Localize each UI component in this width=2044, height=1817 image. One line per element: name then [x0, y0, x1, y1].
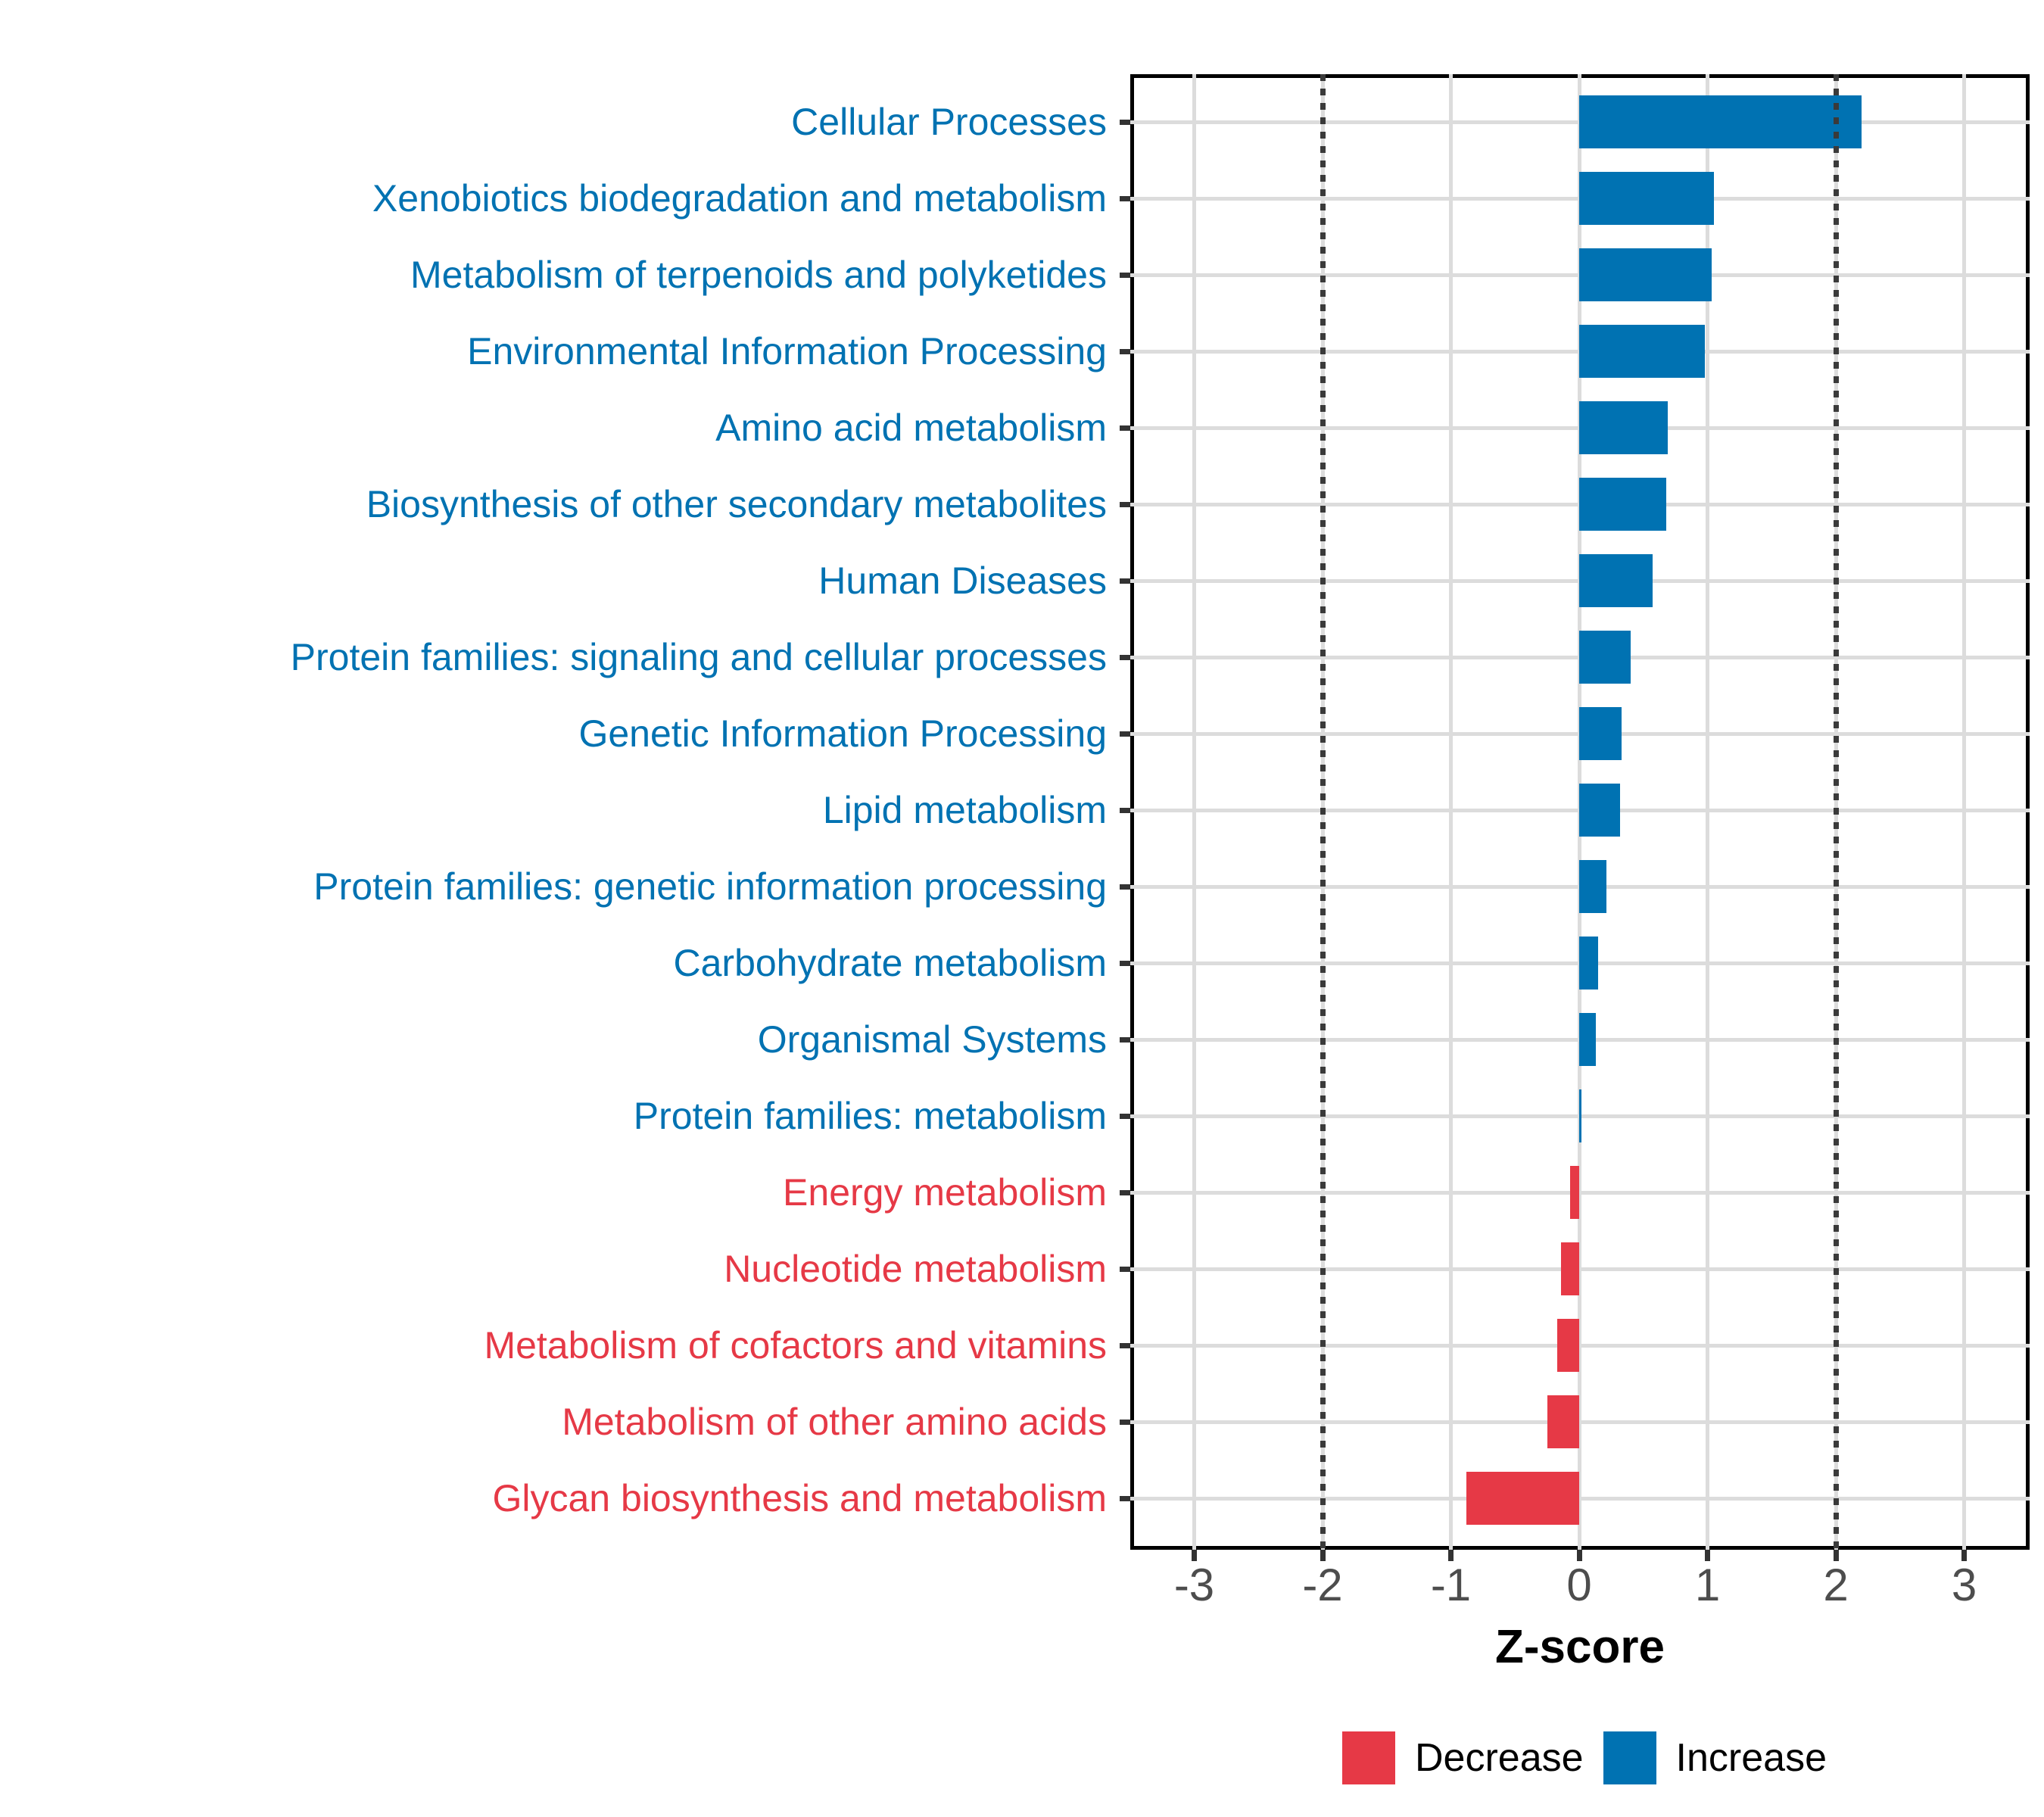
- legend: Decrease Increase: [1130, 1728, 2039, 1788]
- bar-protein-families-signaling-and-cellular-processes: [1579, 631, 1631, 684]
- category-label: Nucleotide metabolism: [724, 1248, 1107, 1290]
- bar-genetic-information-processing: [1579, 707, 1622, 760]
- bar-xenobiotics-biodegradation-and-metabolism: [1579, 172, 1714, 225]
- y-tick: [1120, 348, 1130, 354]
- bar-metabolism-of-other-amino-acids: [1547, 1395, 1579, 1448]
- bar-lipid-metabolism: [1579, 784, 1621, 837]
- y-tick: [1120, 425, 1130, 431]
- category-label: Amino acid metabolism: [715, 407, 1107, 449]
- bar-metabolism-of-cofactors-and-vitamins: [1557, 1319, 1579, 1372]
- x-tick-label: 0: [1566, 1560, 1592, 1610]
- reference-line-dotted: [1833, 74, 1839, 1550]
- y-tick: [1120, 1266, 1130, 1272]
- legend-label-decrease: Decrease: [1414, 1736, 1584, 1780]
- y-tick: [1120, 272, 1130, 278]
- x-grid-line: [1706, 74, 1709, 1550]
- bar-human-diseases: [1579, 554, 1653, 607]
- category-label: Protein families: signaling and cellular…: [290, 636, 1107, 678]
- bar-environmental-information-processing: [1579, 325, 1706, 378]
- category-label: Lipid metabolism: [822, 789, 1107, 831]
- x-tick-label: -1: [1430, 1560, 1472, 1610]
- x-grid-line: [1449, 74, 1453, 1550]
- legend-swatch-decrease-icon: [1341, 1731, 1395, 1784]
- y-tick: [1120, 1419, 1130, 1425]
- y-tick: [1120, 1495, 1130, 1501]
- legend-label-increase: Increase: [1675, 1736, 1827, 1780]
- bar-glycan-biosynthesis-and-metabolism: [1466, 1472, 1579, 1525]
- category-label: Energy metabolism: [783, 1171, 1107, 1214]
- category-label: Organismal Systems: [757, 1018, 1107, 1061]
- bar-organismal-systems: [1579, 1013, 1597, 1066]
- x-tick: [1320, 1550, 1326, 1561]
- bar-protein-families-genetic-information-processing: [1579, 860, 1606, 913]
- plot-panel: [1130, 74, 2030, 1550]
- bar-carbohydrate-metabolism: [1579, 937, 1599, 990]
- x-tick-label: -3: [1173, 1560, 1215, 1610]
- x-tick-label: 2: [1823, 1560, 1849, 1610]
- y-tick: [1120, 1342, 1130, 1348]
- x-tick: [1961, 1550, 1967, 1561]
- y-tick: [1120, 807, 1130, 813]
- category-label: Metabolism of other amino acids: [562, 1401, 1107, 1443]
- category-label: Glycan biosynthesis and metabolism: [492, 1477, 1108, 1519]
- bar-cellular-processes: [1579, 95, 1862, 148]
- x-tick-label: 3: [1951, 1560, 1977, 1610]
- x-grid-line: [1962, 74, 1966, 1550]
- category-label: Carbohydrate metabolism: [673, 942, 1108, 984]
- x-axis-title: Z-score: [1495, 1621, 1665, 1673]
- y-tick: [1120, 654, 1130, 660]
- x-tick: [1576, 1550, 1582, 1561]
- category-label: Xenobiotics biodegradation and metabolis…: [372, 177, 1107, 220]
- y-tick: [1120, 195, 1130, 201]
- y-tick: [1120, 1113, 1130, 1119]
- x-tick: [1705, 1550, 1710, 1561]
- x-tick: [1192, 1550, 1197, 1561]
- x-tick-label: 1: [1694, 1560, 1721, 1610]
- x-tick-label: -2: [1302, 1560, 1343, 1610]
- y-tick: [1120, 119, 1130, 125]
- y-tick: [1120, 501, 1130, 507]
- category-label: Human Diseases: [818, 559, 1107, 602]
- reference-line-dotted: [1320, 74, 1326, 1550]
- legend-item-decrease: Decrease: [1341, 1731, 1584, 1784]
- category-label: Metabolism of cofactors and vitamins: [484, 1324, 1107, 1367]
- bar-metabolism-of-terpenoids-and-polyketides: [1579, 248, 1712, 301]
- legend-swatch-increase-icon: [1603, 1731, 1656, 1784]
- x-tick: [1833, 1550, 1839, 1561]
- plot-area: [1130, 74, 2030, 1550]
- y-tick: [1120, 578, 1130, 584]
- bar-amino-acid-metabolism: [1579, 401, 1668, 454]
- legend-item-increase: Increase: [1603, 1731, 1827, 1784]
- bar-biosynthesis-of-other-secondary-metabolites: [1579, 478, 1667, 531]
- category-label: Protein families: metabolism: [633, 1095, 1107, 1137]
- y-tick: [1120, 884, 1130, 890]
- y-tick: [1120, 1189, 1130, 1195]
- bar-energy-metabolism: [1570, 1166, 1579, 1219]
- bar-protein-families-metabolism: [1579, 1089, 1582, 1142]
- category-label: Biosynthesis of other secondary metaboli…: [366, 483, 1107, 525]
- y-tick: [1120, 1036, 1130, 1043]
- y-tick: [1120, 960, 1130, 966]
- x-grid-line: [1192, 74, 1196, 1550]
- y-tick: [1120, 731, 1130, 737]
- category-label: Protein families: genetic information pr…: [313, 865, 1107, 908]
- category-label: Metabolism of terpenoids and polyketides: [410, 254, 1107, 296]
- category-label: Genetic Information Processing: [578, 712, 1107, 755]
- category-label: Environmental Information Processing: [467, 330, 1107, 372]
- category-label: Cellular Processes: [791, 101, 1107, 143]
- bar-nucleotide-metabolism: [1561, 1242, 1579, 1295]
- x-tick: [1448, 1550, 1454, 1561]
